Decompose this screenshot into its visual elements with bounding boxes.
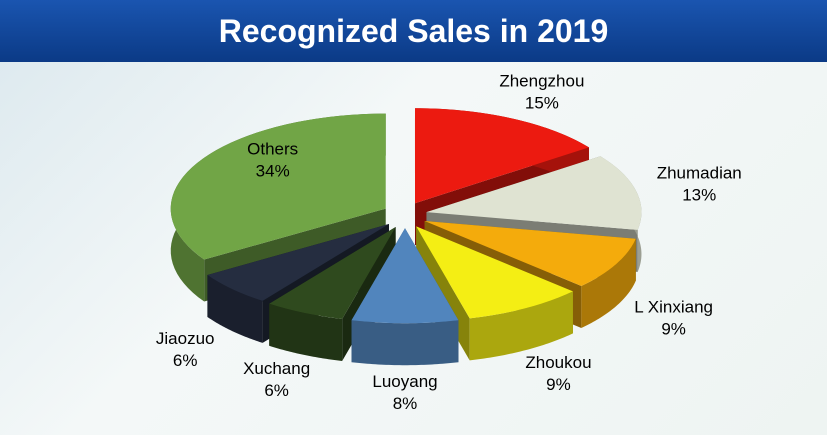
slice-value-label: 15% — [525, 94, 559, 113]
slice-label: L Xinxiang — [634, 298, 713, 317]
slice — [416, 226, 573, 361]
slice-label: Zhoukou — [525, 353, 591, 372]
slice — [351, 228, 459, 366]
slice-value-label: 8% — [393, 394, 418, 413]
chart-title: Recognized Sales in 2019 — [0, 0, 827, 62]
slice-value-label: 13% — [682, 186, 716, 205]
slice-label: Luoyang — [372, 372, 437, 391]
slice-value-label: 9% — [661, 320, 686, 339]
slice-value-label: 6% — [173, 351, 198, 370]
slice-top — [207, 224, 389, 301]
slice-top — [269, 226, 396, 319]
slice-top — [424, 220, 636, 287]
slice-label: Jiaozuo — [156, 329, 215, 348]
slice-value-label: 9% — [546, 375, 571, 394]
slice-value-label: 6% — [264, 381, 289, 400]
slice-label: Zhengzhou — [499, 72, 584, 91]
slice-top — [414, 108, 589, 204]
slice-side — [469, 291, 573, 361]
slice-top — [426, 156, 642, 230]
slice-side — [207, 274, 263, 343]
slice-side — [351, 320, 459, 366]
slice-label: Others — [247, 140, 298, 159]
slice-value-label: 34% — [256, 162, 290, 181]
slice-label: Xuchang — [243, 359, 310, 378]
slice-side — [269, 303, 343, 361]
slice-top — [170, 113, 386, 260]
slice-top — [351, 228, 459, 324]
slice-top — [416, 226, 573, 319]
slice-side — [581, 238, 636, 329]
slice-label: Zhumadian — [657, 164, 742, 183]
